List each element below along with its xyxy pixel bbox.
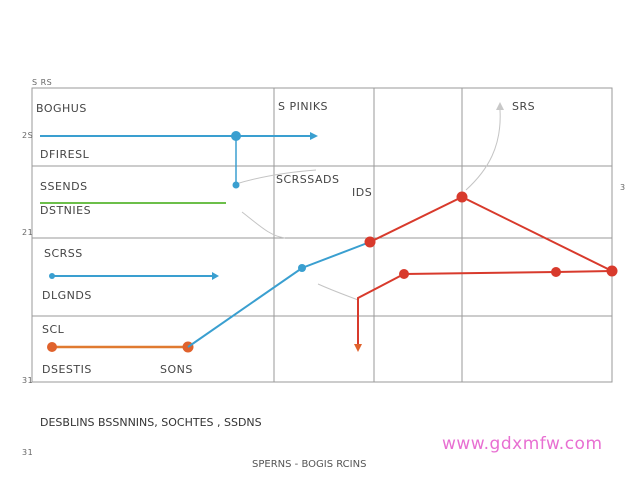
- blue-node-top: [231, 131, 241, 141]
- faint-arrow-1: [241, 211, 286, 239]
- red-node-3: [551, 267, 561, 277]
- faint-arrowhead: [496, 102, 504, 110]
- diagram-caption: DESBLINS BSSNNINS, SOCHTES , SSDNS: [40, 416, 262, 429]
- red-peak-line: [369, 195, 613, 272]
- faint-arrow-2: [235, 169, 317, 185]
- grid-label-mid-a: SCRSSADS: [276, 173, 340, 186]
- left-label-8: DSESTIS: [42, 363, 92, 376]
- left-label-2: DFIRESL: [40, 148, 90, 161]
- left-label-5: SCRSS: [44, 247, 83, 260]
- blue-node-rising: [298, 264, 306, 272]
- red-lower-line: [357, 270, 613, 348]
- grid-label-col3-top: SRS: [512, 100, 536, 113]
- diagram-footer: SPERNS - BOGIS RCINS: [252, 459, 367, 470]
- left-label-3: SSENDS: [40, 180, 88, 193]
- red-node-peak: [456, 191, 468, 203]
- red-arrowhead-bottom: [354, 344, 362, 352]
- grid-label-mid-b: IDS: [352, 186, 373, 199]
- red-node-end: [606, 265, 618, 277]
- top-corner-label: S RS: [32, 78, 53, 87]
- left-label-7: SCL: [42, 323, 65, 336]
- grid: [31, 87, 613, 383]
- watermark: www.gdxmfw.com: [442, 434, 603, 454]
- faint-arrow-3: [465, 109, 501, 191]
- left-label-6: DLGNDS: [42, 289, 92, 302]
- grid-label-bottom: SONS: [160, 363, 193, 376]
- margin-mark-5: 3: [620, 183, 626, 192]
- blue-arrowhead-top: [310, 132, 318, 140]
- margin-mark-4: 31: [22, 448, 34, 457]
- blue-node-drop: [232, 181, 240, 189]
- grid-frame: [31, 87, 613, 383]
- faint-arrow-4: [317, 283, 359, 301]
- left-label-4: DSTNIES: [40, 204, 92, 217]
- margin-mark-1: 2S: [22, 131, 34, 140]
- faint-connectors: [235, 109, 501, 301]
- blue-node-mid: [49, 273, 55, 279]
- red-node-2: [399, 269, 409, 279]
- orange-node-start: [47, 342, 57, 352]
- blue-arrowhead-mid: [212, 272, 219, 280]
- grid-label-col2-top: S PINIKS: [278, 100, 329, 113]
- red-node-1: [364, 236, 376, 248]
- margin-mark-2: 21: [22, 228, 34, 237]
- left-label-1: BOGHUS: [36, 102, 87, 115]
- margin-mark-3: 31: [22, 376, 34, 385]
